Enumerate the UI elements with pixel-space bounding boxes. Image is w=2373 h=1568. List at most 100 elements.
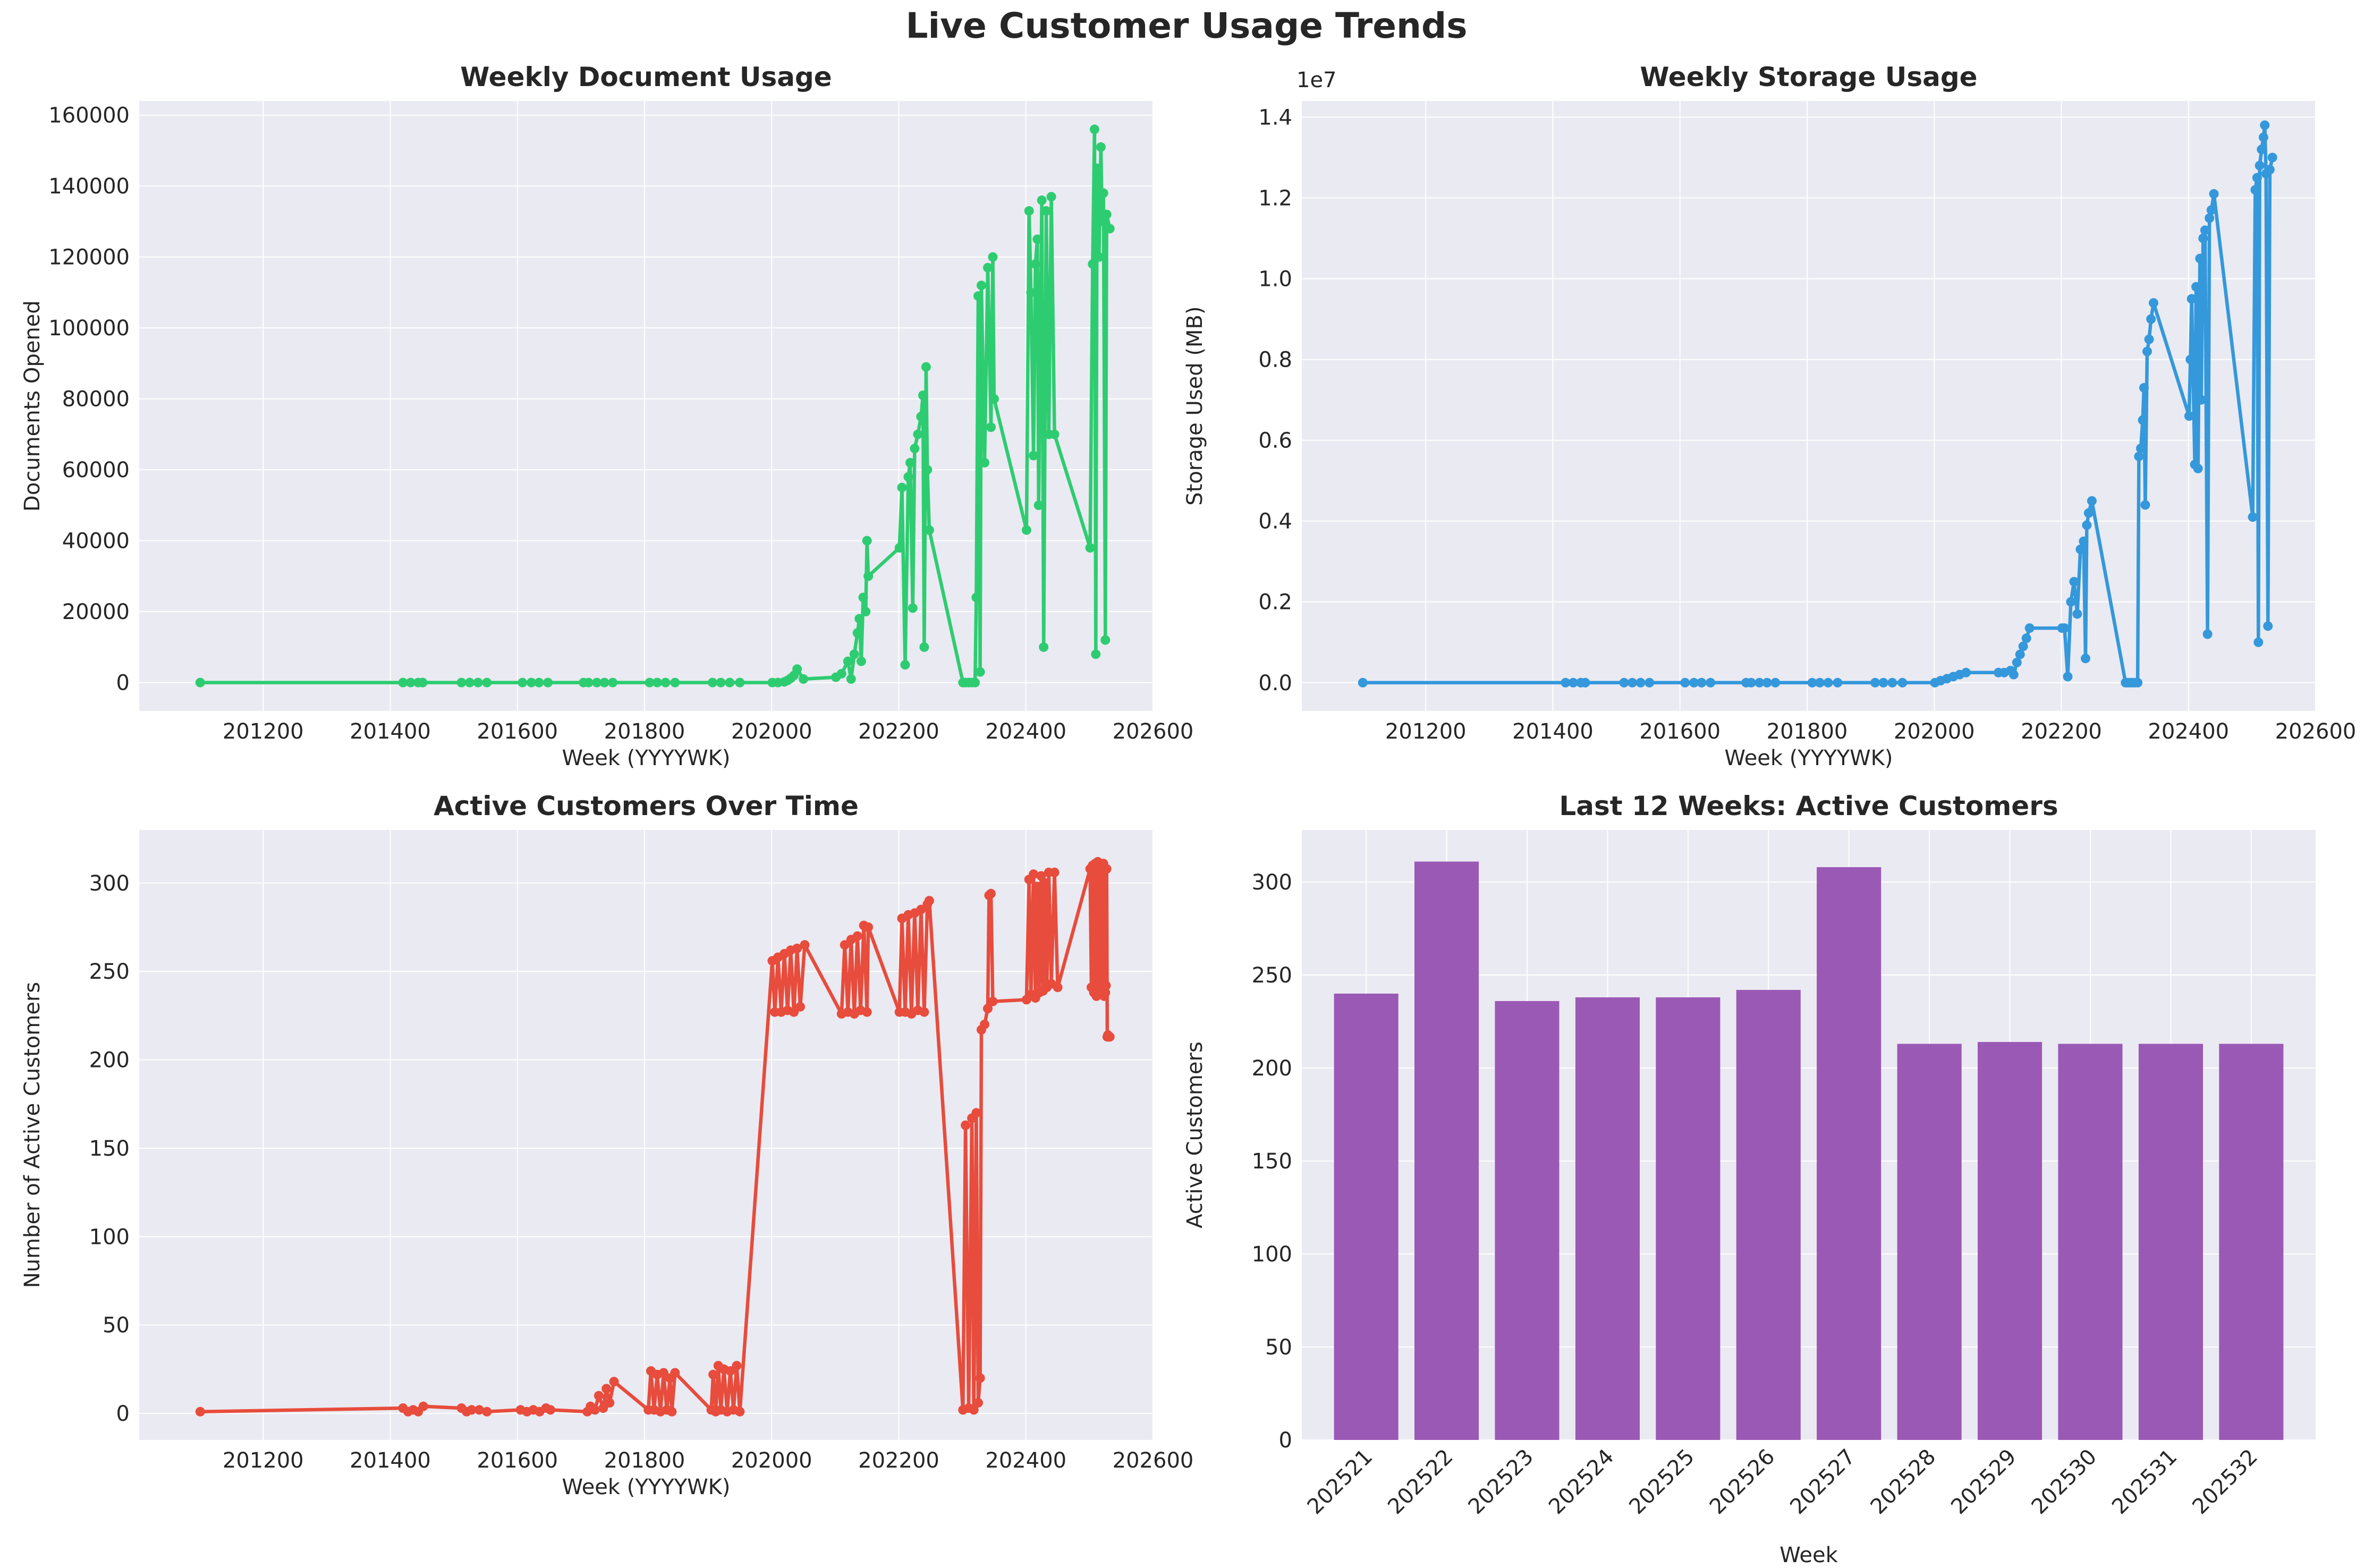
- data-point: [2139, 383, 2149, 393]
- data-point: [2200, 225, 2210, 235]
- y-tick-label: 150: [1252, 1149, 1292, 1174]
- x-tick-label: 202528: [1866, 1445, 1941, 1520]
- data-point: [2260, 120, 2270, 130]
- bar: [1334, 994, 1399, 1440]
- chart-title: Last 12 Weeks: Active Customers: [1559, 791, 2058, 821]
- x-tick-label: 202600: [1113, 719, 1194, 744]
- data-point: [1094, 252, 1104, 262]
- bar: [2058, 1044, 2123, 1440]
- data-point: [2140, 500, 2150, 510]
- data-point: [840, 940, 850, 950]
- data-point: [2205, 213, 2215, 223]
- data-point: [792, 664, 802, 674]
- data-point: [1105, 1032, 1115, 1042]
- data-point: [1887, 677, 1897, 688]
- data-point: [1635, 677, 1646, 688]
- bar: [1656, 997, 1721, 1440]
- data-point: [645, 677, 655, 688]
- data-point: [592, 677, 602, 688]
- data-point: [2258, 132, 2268, 142]
- data-point: [988, 252, 998, 262]
- x-tick-label: 202527: [1785, 1445, 1860, 1520]
- x-tick-label: 202000: [731, 1448, 812, 1473]
- x-tick-label: 201600: [477, 719, 558, 744]
- data-point: [1049, 429, 1060, 439]
- y-tick-label: 100000: [48, 316, 130, 341]
- data-point: [1815, 677, 1825, 688]
- x-tick-label: 201800: [1767, 719, 1848, 744]
- data-point: [1628, 677, 1637, 688]
- data-point: [601, 1384, 612, 1394]
- y-tick-label: 0: [116, 671, 130, 696]
- data-point: [660, 677, 671, 688]
- data-point: [1032, 234, 1043, 244]
- figure-title: Live Customer Usage Trends: [905, 5, 1468, 46]
- data-point: [667, 1406, 677, 1417]
- y-tick-label: 200: [89, 1048, 130, 1073]
- data-point: [2248, 512, 2258, 522]
- data-point: [921, 362, 931, 372]
- data-point: [903, 472, 913, 482]
- bar: [2219, 1044, 2284, 1440]
- data-point: [913, 429, 923, 439]
- data-point: [846, 674, 856, 684]
- data-point: [922, 465, 933, 475]
- data-point: [900, 660, 910, 670]
- data-point: [2015, 649, 2025, 659]
- data-point: [405, 677, 416, 688]
- data-point: [2196, 395, 2206, 405]
- y-tick-label: 0.6: [1258, 429, 1292, 453]
- data-point: [2144, 334, 2154, 344]
- y-tick-label: 1.2: [1258, 186, 1292, 210]
- data-point: [1085, 543, 1095, 553]
- data-point: [1021, 525, 1031, 535]
- data-point: [852, 931, 862, 941]
- y-tick-label: 1.0: [1258, 267, 1292, 292]
- y-tick-label: 1.4: [1258, 105, 1292, 130]
- y-tick-label: 20000: [62, 600, 130, 624]
- data-point: [482, 1406, 492, 1417]
- data-point: [398, 677, 408, 688]
- data-point: [546, 1405, 555, 1415]
- data-point: [518, 677, 528, 688]
- data-point: [1036, 871, 1046, 881]
- y-tick-label: 0.2: [1258, 590, 1292, 615]
- data-point: [608, 677, 618, 688]
- data-point: [1049, 867, 1060, 877]
- data-point: [863, 571, 874, 581]
- x-axis-label: Week (YYYYWK): [1724, 746, 1893, 770]
- y-tick-label: 0.4: [1258, 510, 1292, 534]
- y-offset-label: 1e7: [1296, 68, 1337, 92]
- data-point: [725, 1366, 735, 1376]
- data-point: [473, 677, 483, 688]
- bar: [1897, 1044, 1962, 1440]
- x-tick-label: 202521: [1303, 1445, 1378, 1520]
- y-tick-label: 60000: [62, 458, 130, 482]
- x-tick-label: 201600: [1639, 719, 1721, 744]
- data-point: [2024, 623, 2035, 633]
- data-point: [195, 677, 205, 688]
- data-point: [2257, 145, 2267, 155]
- data-point: [970, 677, 980, 688]
- x-tick-label: 202600: [1113, 1448, 1194, 1473]
- data-point: [977, 281, 986, 291]
- x-tick-label: 202530: [2027, 1445, 2102, 1520]
- x-tick-label: 201400: [1512, 719, 1594, 744]
- bar: [2138, 1044, 2203, 1440]
- data-point: [652, 677, 662, 688]
- data-point: [1619, 677, 1629, 688]
- y-tick-label: 50: [1265, 1335, 1292, 1360]
- data-point: [2195, 253, 2205, 264]
- data-point: [2186, 294, 2197, 304]
- data-point: [919, 642, 929, 652]
- bar: [1414, 861, 1479, 1440]
- data-point: [2193, 463, 2203, 473]
- y-axis-label: Active Customers: [1183, 1041, 1207, 1228]
- y-tick-label: 0: [1279, 1428, 1292, 1453]
- data-point: [989, 394, 999, 404]
- data-point: [894, 543, 904, 553]
- data-point: [1897, 677, 1908, 688]
- data-point: [1046, 192, 1056, 202]
